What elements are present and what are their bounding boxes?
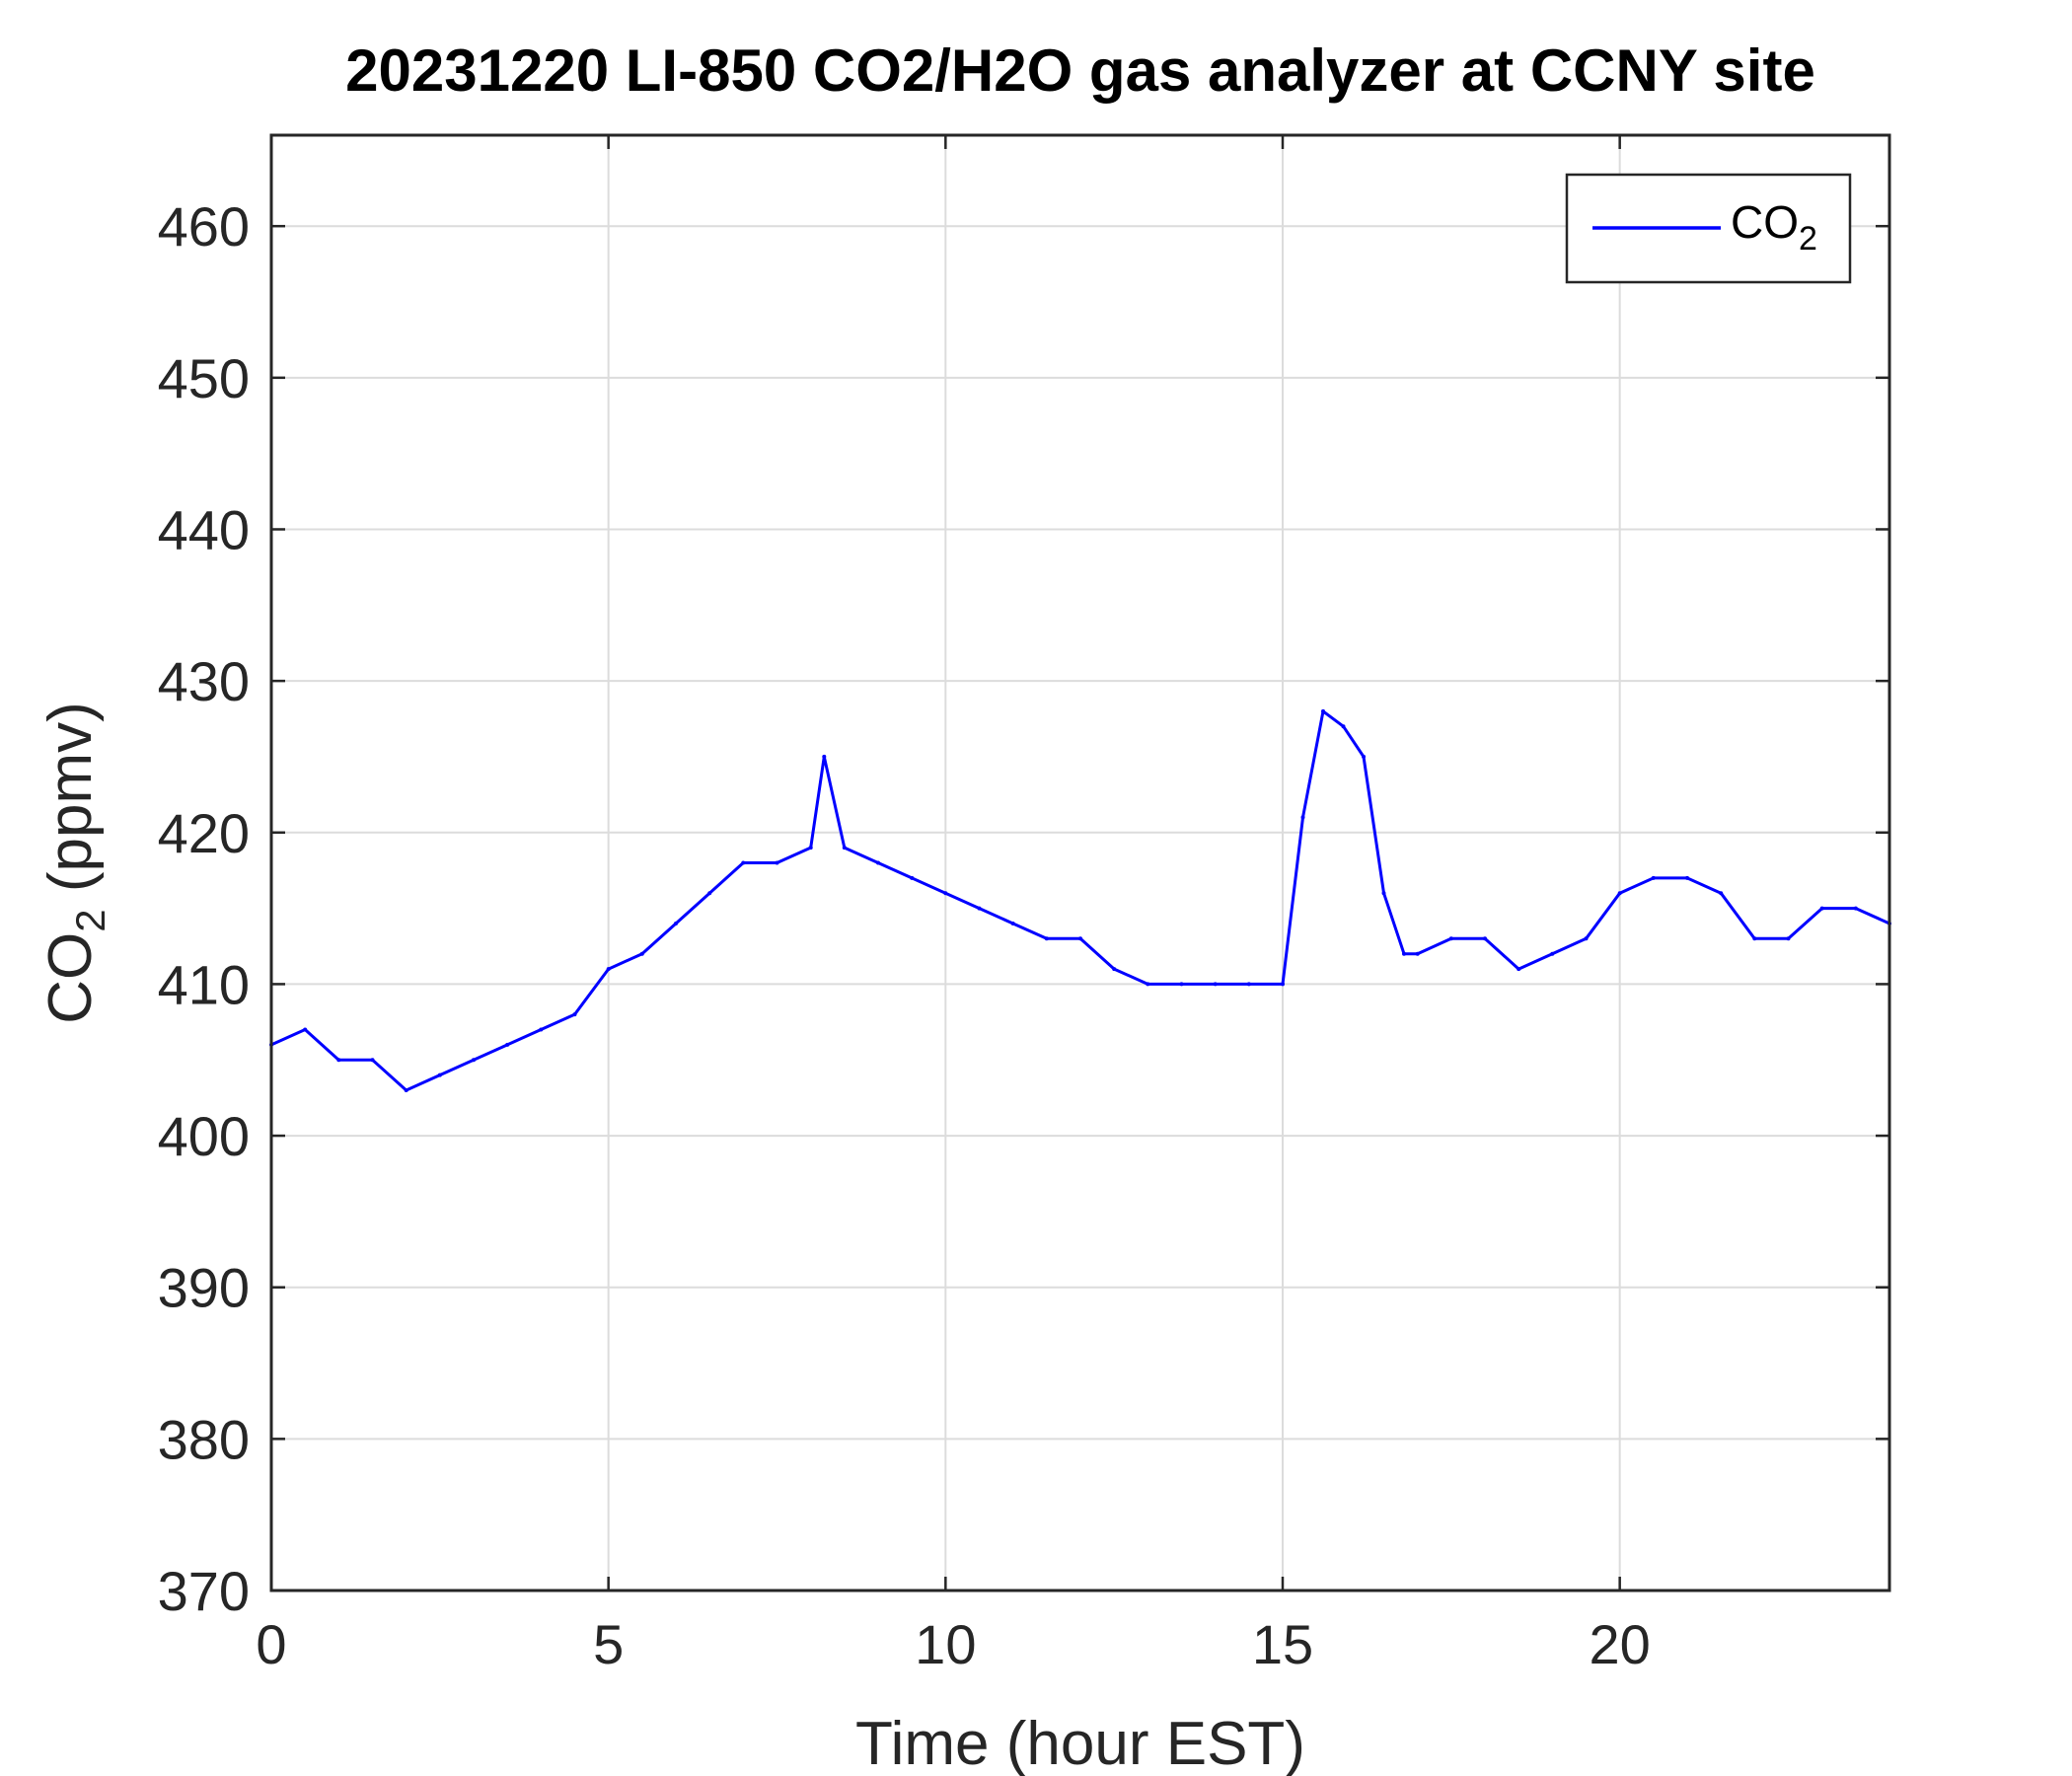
co2-data-point: [1584, 936, 1589, 941]
y-axis-title: CO2 (ppmv): [37, 702, 113, 1024]
co2-data-point: [1786, 936, 1791, 941]
tick-labels: 0 5 10 15 20 370 380 390 400 410 420 430 440 450 460: [158, 195, 1651, 1675]
co2-data-point: [1402, 951, 1406, 956]
co2-data-point: [808, 846, 813, 851]
y-tick-label: 400: [158, 1105, 250, 1167]
co2-data-point: [1550, 951, 1555, 956]
co2-data-point: [1246, 982, 1251, 987]
co2-data-point: [639, 951, 644, 956]
co2-data-point: [1719, 891, 1724, 896]
co2-data-point: [1078, 936, 1082, 941]
co2-data-point: [1362, 754, 1366, 759]
y-tick-label: 380: [158, 1408, 250, 1470]
y-tick-label: 450: [158, 347, 250, 409]
co2-data-point: [1341, 724, 1346, 729]
co2-data-point: [842, 846, 847, 851]
co2-data-point: [370, 1058, 375, 1063]
co2-data-point: [572, 1012, 577, 1017]
y-axis-title-main: CO: [37, 932, 105, 1024]
co2-data-point: [1617, 891, 1622, 896]
y-tick-label: 430: [158, 650, 250, 712]
chart-title: 20231220 LI-850 CO2/H2O gas analyzer at …: [345, 37, 1815, 104]
co2-data-point: [606, 967, 611, 972]
y-tick-label: 390: [158, 1257, 250, 1319]
tick-marks: [269, 135, 1889, 1592]
co2-data-point: [1010, 922, 1015, 925]
co2-data-point: [1044, 936, 1049, 941]
co2-data-point: [977, 906, 982, 911]
co2-data-point: [1112, 967, 1117, 972]
legend-label-subscript: 2: [1799, 220, 1817, 258]
legend: CO2: [1565, 173, 1852, 284]
co2-data-point: [674, 922, 678, 925]
co2-data-point: [1179, 982, 1184, 987]
x-tick-label: 20: [1590, 1613, 1651, 1675]
y-tick-label: 460: [158, 195, 250, 258]
x-tick-label: 0: [256, 1613, 286, 1675]
x-tick-label: 10: [915, 1613, 976, 1675]
y-axis-title-subscript: 2: [67, 909, 113, 931]
y-tick-label: 370: [158, 1560, 250, 1622]
co2-data-point: [1819, 906, 1824, 911]
co2-data-point: [472, 1058, 476, 1063]
co2-data-point: [1381, 891, 1386, 896]
co2-data-point: [303, 1027, 308, 1032]
co2-data-point: [1685, 875, 1689, 880]
co2-data-point: [1146, 982, 1150, 987]
grid-lines: [271, 135, 1889, 1591]
co2-data-point: [1415, 951, 1420, 956]
co2-data-point: [1752, 936, 1757, 941]
plot-area-frame: [269, 133, 1891, 1592]
co2-data-point: [775, 860, 779, 865]
co2-data-point: [910, 875, 915, 880]
co2-data-point: [1651, 875, 1656, 880]
co2-data-point: [1483, 936, 1487, 941]
y-axis-title-units: (ppmv): [37, 702, 105, 909]
series-layer: [269, 708, 1891, 1092]
co2-data-point: [336, 1058, 341, 1063]
co2-data-point: [505, 1042, 510, 1047]
co2-data-point: [437, 1073, 442, 1077]
x-tick-label: 15: [1252, 1613, 1313, 1675]
y-tick-label: 440: [158, 498, 250, 560]
co2-data-point: [539, 1027, 544, 1032]
co2-data-point: [741, 860, 746, 865]
co2-data-point: [1213, 982, 1218, 987]
co2-data-point: [1300, 815, 1305, 820]
co2-data-point: [404, 1088, 408, 1092]
co2-data-point: [707, 891, 712, 896]
co2-data-point: [1321, 708, 1325, 713]
co2-data-point: [822, 754, 827, 759]
svg-text:CO2 (ppmv): CO2 (ppmv): [37, 702, 113, 1024]
legend-label-main: CO: [1731, 196, 1799, 248]
co2-data-point: [1853, 906, 1858, 911]
y-tick-label: 420: [158, 802, 250, 864]
co2-data-point: [876, 860, 880, 865]
legend-label: CO2: [1731, 196, 1817, 258]
co2-data-point: [1517, 967, 1521, 972]
co2-data-point: [943, 891, 948, 896]
co2-data-point: [1281, 982, 1285, 987]
x-tick-label: 5: [593, 1613, 624, 1675]
y-tick-label: 410: [158, 953, 250, 1015]
x-axis-title: Time (hour EST): [855, 1710, 1305, 1776]
co2-data-point: [1448, 936, 1453, 941]
